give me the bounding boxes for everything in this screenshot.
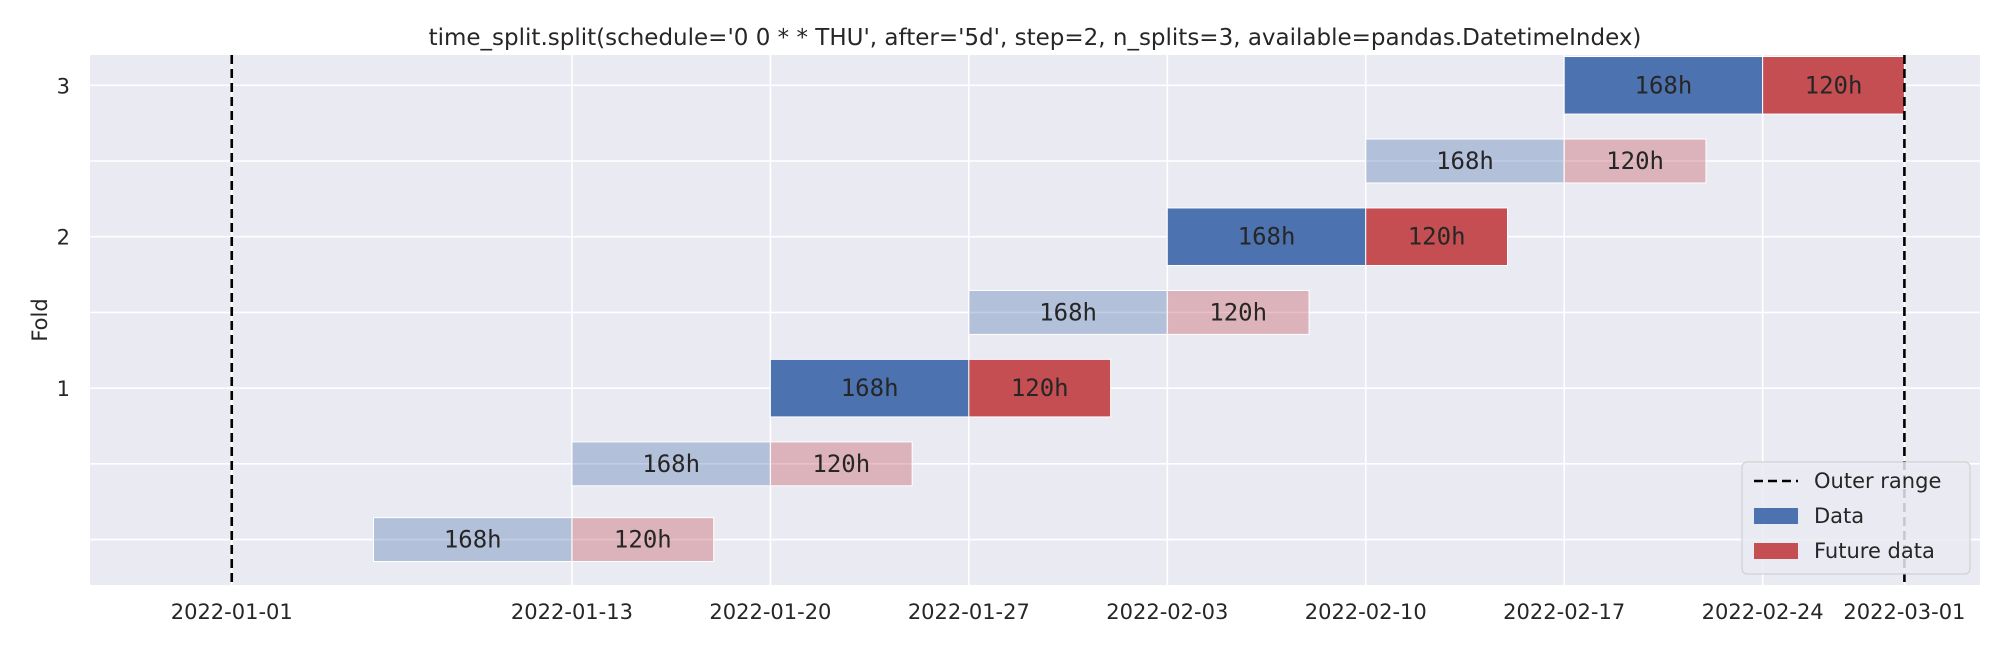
y-tick-label: 3 (57, 74, 70, 98)
x-tick-label: 2022-01-27 (908, 600, 1030, 624)
x-tick-label: 2022-01-13 (511, 600, 633, 624)
bars: 168h 120h 168h 120h 168h 120h 168h 120h 168h 120h… (373, 56, 1905, 563)
legend-swatch (1754, 508, 1798, 524)
legend: Outer range Data Future data (1741, 461, 1971, 575)
future-data-bar (1166, 289, 1310, 335)
data-bar (373, 517, 573, 563)
data-bar-label: 168h (841, 374, 899, 402)
future-bar-label: 120h (1606, 147, 1664, 175)
future-bar-label: 120h (1805, 71, 1863, 99)
x-tick-label: 2022-02-17 (1503, 600, 1625, 624)
future-data-bar (769, 441, 913, 487)
data-bar (571, 441, 771, 487)
y-tick-label: 2 (57, 226, 70, 250)
legend-label: Data (1814, 504, 1864, 528)
x-tick-label: 2022-02-10 (1305, 600, 1427, 624)
data-bar-label: 168h (1039, 298, 1097, 326)
future-bar-label: 120h (812, 450, 870, 478)
legend-label: Future data (1814, 539, 1935, 563)
y-tick-label: 1 (57, 377, 70, 401)
y-axis-ticks: 1 2 3 (57, 74, 70, 401)
y-axis-label: Fold (28, 298, 52, 341)
x-axis-ticks: 2022-01-01 2022-01-13 2022-01-20 2022-01-27… (171, 600, 1966, 624)
data-bar (769, 358, 970, 418)
legend-box (1741, 461, 1971, 575)
x-tick-label: 2022-01-01 (171, 600, 293, 624)
legend-swatch (1754, 543, 1798, 559)
legend-label: Outer range (1814, 469, 1941, 493)
future-data-bar (968, 358, 1112, 418)
x-tick-label: 2022-02-03 (1106, 600, 1228, 624)
chart-title: time_split.split(schedule='0 0 * * THU',… (429, 25, 1642, 51)
data-bar-label: 168h (444, 526, 502, 554)
data-bar-label: 168h (1238, 223, 1296, 251)
x-tick-label: 2022-03-01 (1843, 600, 1965, 624)
data-bar (1563, 56, 1764, 115)
future-bar-label: 120h (1408, 223, 1466, 251)
data-bar (1166, 207, 1367, 266)
data-bar (968, 289, 1168, 335)
plot-background (90, 55, 1980, 585)
data-bar-label: 168h (1436, 147, 1494, 175)
x-tick-label: 2022-02-24 (1702, 600, 1824, 624)
future-data-bar (1563, 138, 1707, 184)
future-bar-label: 120h (614, 526, 672, 554)
future-data-bar (571, 517, 715, 563)
data-bar-label: 168h (642, 450, 700, 478)
future-bar-label: 120h (1011, 374, 1069, 402)
data-bar (1365, 138, 1565, 184)
future-bar-label: 120h (1209, 298, 1267, 326)
x-tick-label: 2022-01-20 (709, 600, 831, 624)
future-data-bar (1762, 56, 1905, 115)
data-bar-label: 168h (1635, 71, 1693, 99)
future-data-bar (1365, 207, 1508, 266)
